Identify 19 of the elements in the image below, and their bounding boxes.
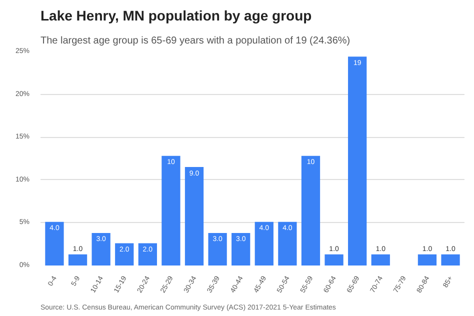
bar (278, 222, 297, 266)
chart-subtitle: The largest age group is 65-69 years with a population of 19 (24.36%) (40, 36, 350, 46)
bar (68, 254, 88, 266)
bar (162, 156, 180, 266)
bar (348, 56, 367, 266)
bar (232, 232, 250, 266)
chart-title: Lake Henry, MN population by age group (40, 8, 312, 24)
bar (45, 222, 64, 266)
bar (184, 167, 204, 266)
bar (418, 254, 437, 266)
bar (208, 232, 227, 266)
bar (324, 254, 344, 266)
bar (371, 254, 390, 266)
bar (254, 222, 274, 266)
bar (301, 156, 320, 266)
bar (441, 254, 460, 266)
bar (92, 232, 110, 266)
bar (115, 243, 134, 266)
bar (138, 243, 157, 266)
